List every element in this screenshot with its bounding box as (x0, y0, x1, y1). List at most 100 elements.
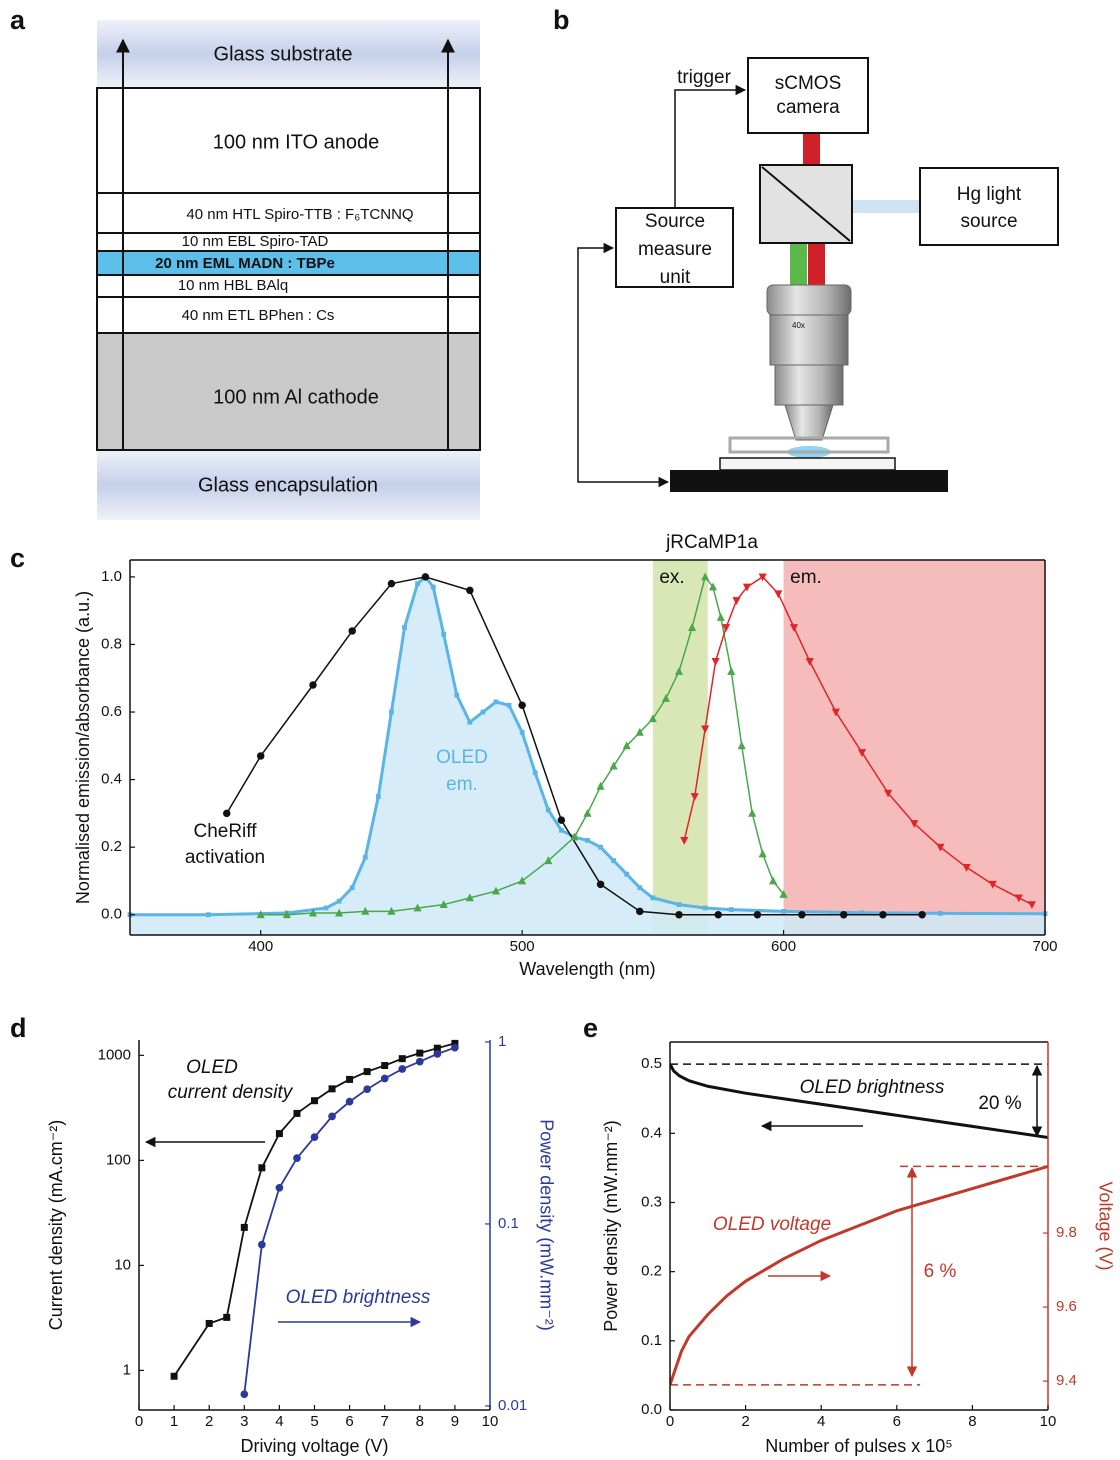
marker (415, 1057, 424, 1066)
layer-label: 40 nm HTL Spiro-TTB : F₆TCNNQ (186, 206, 413, 223)
stability-chart: 0 2 4 6 8 10 0.0 0.1 0.2 0.3 0.4 0.5 9.4 9.6 9.8 Number… (601, 1041, 1115, 1456)
marker (701, 725, 710, 734)
annotation: OLED (186, 1057, 238, 1078)
x-tick-label: 0 (666, 1413, 674, 1430)
marker (310, 1133, 319, 1141)
iv-chart: 0 1 2 3 4 5 6 7 8 9 10 1 10 100 1000 0.01 0.1 1 Driving vo… (46, 1033, 557, 1456)
annotation: OLED brightness (286, 1287, 431, 1308)
marker (661, 694, 671, 702)
marker (348, 627, 356, 635)
x-tick-label: 4 (275, 1413, 283, 1430)
glass-encapsulation (97, 450, 480, 520)
x-tick-label: 10 (482, 1413, 499, 1430)
annotation: OLED voltage (713, 1214, 831, 1235)
marker (624, 871, 630, 877)
x-tick-label: 8 (416, 1413, 424, 1430)
marker (466, 586, 474, 595)
x-axis-label: Driving voltage (V) (240, 1436, 388, 1456)
x-tick-label: 10 (1040, 1413, 1057, 1430)
marker (205, 1319, 213, 1327)
marker (728, 907, 734, 913)
annotation: current density (168, 1082, 294, 1103)
marker (789, 624, 799, 632)
y-tick-label: 0.6 (101, 703, 122, 720)
x-tick-label: 9 (451, 1413, 459, 1430)
x-axis-label: Wavelength (nm) (519, 959, 655, 979)
marker (518, 701, 526, 710)
marker (328, 1112, 336, 1121)
marker (758, 849, 767, 858)
marker (363, 1068, 371, 1076)
marker (493, 699, 499, 705)
marker (491, 886, 501, 895)
marker (938, 910, 943, 916)
marker (380, 1074, 389, 1083)
marker (361, 906, 370, 915)
line (670, 1063, 1048, 1139)
marker (774, 590, 783, 599)
marker (675, 910, 683, 919)
y2-tick-label: 0.1 (498, 1215, 519, 1232)
marker (732, 597, 741, 605)
light-source-box (919, 167, 1059, 246)
marker (308, 908, 318, 917)
marker (570, 832, 579, 841)
marker (387, 906, 396, 915)
marker (596, 781, 605, 790)
marker (328, 1085, 336, 1093)
marker (596, 880, 605, 889)
marker (415, 581, 420, 587)
x-tick-label: 3 (240, 1413, 248, 1430)
marker (335, 908, 344, 917)
marker (962, 864, 971, 872)
marker (598, 844, 603, 850)
marker (583, 808, 592, 817)
x-tick-label: 5 (310, 1413, 318, 1430)
y-axis-label: Normalised emission/absorbance (a.u.) (73, 591, 93, 904)
marker (439, 900, 448, 908)
marker (240, 1223, 248, 1231)
setup-label: sCMOS (775, 73, 842, 94)
x-axis-label: Number of pulses x 10⁵ (765, 1436, 953, 1456)
marker (1014, 894, 1023, 903)
marker (769, 876, 778, 885)
y-tick-label: 0.5 (641, 1055, 662, 1072)
objective (784, 404, 834, 441)
layer-label: 40 nm ETL BPhen : Cs (182, 307, 335, 324)
marker (831, 708, 840, 717)
marker (256, 752, 265, 760)
marker (545, 807, 551, 813)
marker (323, 905, 329, 911)
marker (798, 910, 806, 919)
y-tick-label: 1 (123, 1361, 131, 1378)
setup-label: Hg light (957, 184, 1022, 205)
y-tick-label: 10 (114, 1256, 131, 1273)
objective (766, 284, 852, 316)
y2-tick-label: 9.8 (1056, 1224, 1077, 1241)
marker (748, 808, 757, 817)
x-tick-label: 8 (968, 1413, 976, 1430)
layer-label: 20 nm EML MADN : TBPe (155, 255, 335, 272)
marker (451, 1043, 459, 1052)
marker (737, 741, 746, 750)
annotations-c: jRCaMP1a ex. em. OLED em. CheRiff activa… (185, 532, 822, 868)
marker (256, 910, 265, 919)
marker (674, 667, 684, 675)
marker (389, 709, 394, 715)
y-axis-label: Current density (mA.cm⁻²) (46, 1120, 66, 1331)
beam (803, 133, 820, 165)
marker (454, 692, 460, 698)
marker (519, 729, 525, 735)
marker (336, 898, 342, 904)
line (226, 576, 923, 916)
y-tick-label: 1000 (98, 1046, 131, 1063)
annotation: OLED (436, 747, 488, 768)
marker (349, 885, 355, 891)
marker (690, 793, 699, 801)
panel-label: e (583, 1013, 598, 1043)
y2-tick-label: 1 (498, 1033, 506, 1050)
marker (687, 623, 697, 631)
setup-label: unit (660, 267, 691, 288)
panel-label: a (10, 5, 26, 35)
